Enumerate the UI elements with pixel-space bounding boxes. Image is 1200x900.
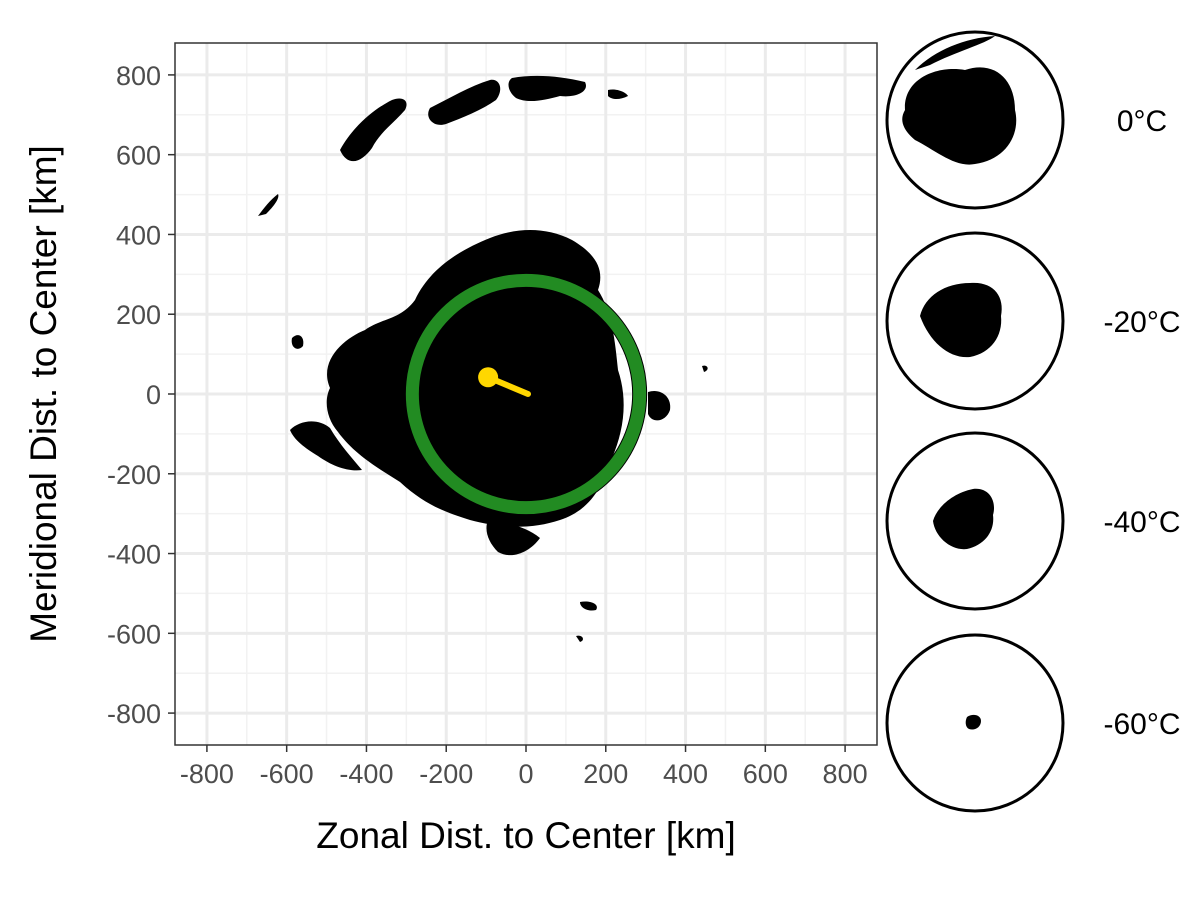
- x-tick-label: 600: [743, 759, 788, 789]
- x-tick-label: 0: [518, 759, 533, 789]
- y-tick-label: 0: [146, 380, 161, 410]
- cloud-west-band: [290, 421, 362, 471]
- y-tick-label: -800: [107, 699, 161, 729]
- y-axis: 800 600 400 200 0 -200 -400 -600 -800: [107, 61, 175, 729]
- cloud-speck-2: [580, 601, 597, 611]
- y-tick-label: 400: [116, 220, 161, 250]
- cloud-speck-4: [702, 365, 708, 372]
- cloud-speck-3: [576, 635, 583, 642]
- y-tick-label: 800: [116, 61, 161, 91]
- inset-temperature-label: -60°C: [1103, 708, 1180, 741]
- x-tick-label: -600: [260, 759, 314, 789]
- motion-vector-origin: [478, 367, 499, 388]
- y-tick-label: 600: [116, 141, 161, 171]
- inset-temperature-label: -20°C: [1103, 306, 1180, 339]
- inset-panel: -60°C: [885, 633, 1181, 813]
- inset-panel: 0°C: [885, 30, 1167, 210]
- inset-panel: -20°C: [885, 231, 1181, 411]
- cloud-northwest-streak: [258, 194, 279, 216]
- radius-ring-outline-inner: [418, 286, 634, 502]
- cloud-north-band-1: [340, 98, 407, 162]
- y-axis-title: Meridional Dist. to Center [km]: [23, 145, 64, 643]
- inset-cloud-mask: [965, 714, 981, 730]
- y-tick-label: -200: [107, 460, 161, 490]
- temperature-insets: 0°C -20°C -40°C -60°C: [885, 30, 1181, 813]
- x-axis: -800 -600 -400 -200 0 200 400 600 800: [180, 745, 868, 789]
- x-tick-label: 400: [663, 759, 708, 789]
- inset-cloud-mask: [933, 488, 995, 550]
- x-tick-label: -400: [339, 759, 393, 789]
- y-tick-label: 200: [116, 300, 161, 330]
- y-tick-label: -600: [107, 619, 161, 649]
- cloud-mask: [258, 75, 708, 642]
- main-panel: [174, 42, 878, 746]
- inset-temperature-label: 0°C: [1117, 105, 1167, 138]
- radius-ring-outline-outer: [404, 272, 648, 516]
- cloud-south-patch: [486, 520, 540, 556]
- inset-cloud-mask: [920, 282, 1002, 358]
- inset-temperature-label: -40°C: [1103, 506, 1180, 539]
- inset-cloud-mask: [902, 36, 1017, 165]
- cloud-speck-1: [291, 335, 304, 349]
- radius-ring: [405, 273, 647, 515]
- x-axis-title: Zonal Dist. to Center [km]: [316, 815, 735, 856]
- x-tick-label: -200: [419, 759, 473, 789]
- y-tick-label: -400: [107, 540, 161, 570]
- cloud-north-band-2: [428, 79, 501, 125]
- cloud-north-band-3: [508, 75, 586, 102]
- x-tick-label: -800: [180, 759, 234, 789]
- cloud-east-patch: [648, 390, 671, 421]
- cloud-core: [326, 230, 624, 527]
- x-tick-label: 800: [823, 759, 868, 789]
- x-tick-label: 200: [583, 759, 628, 789]
- cloud-north-fragment-4: [608, 89, 628, 99]
- inset-panel: -40°C: [885, 431, 1181, 611]
